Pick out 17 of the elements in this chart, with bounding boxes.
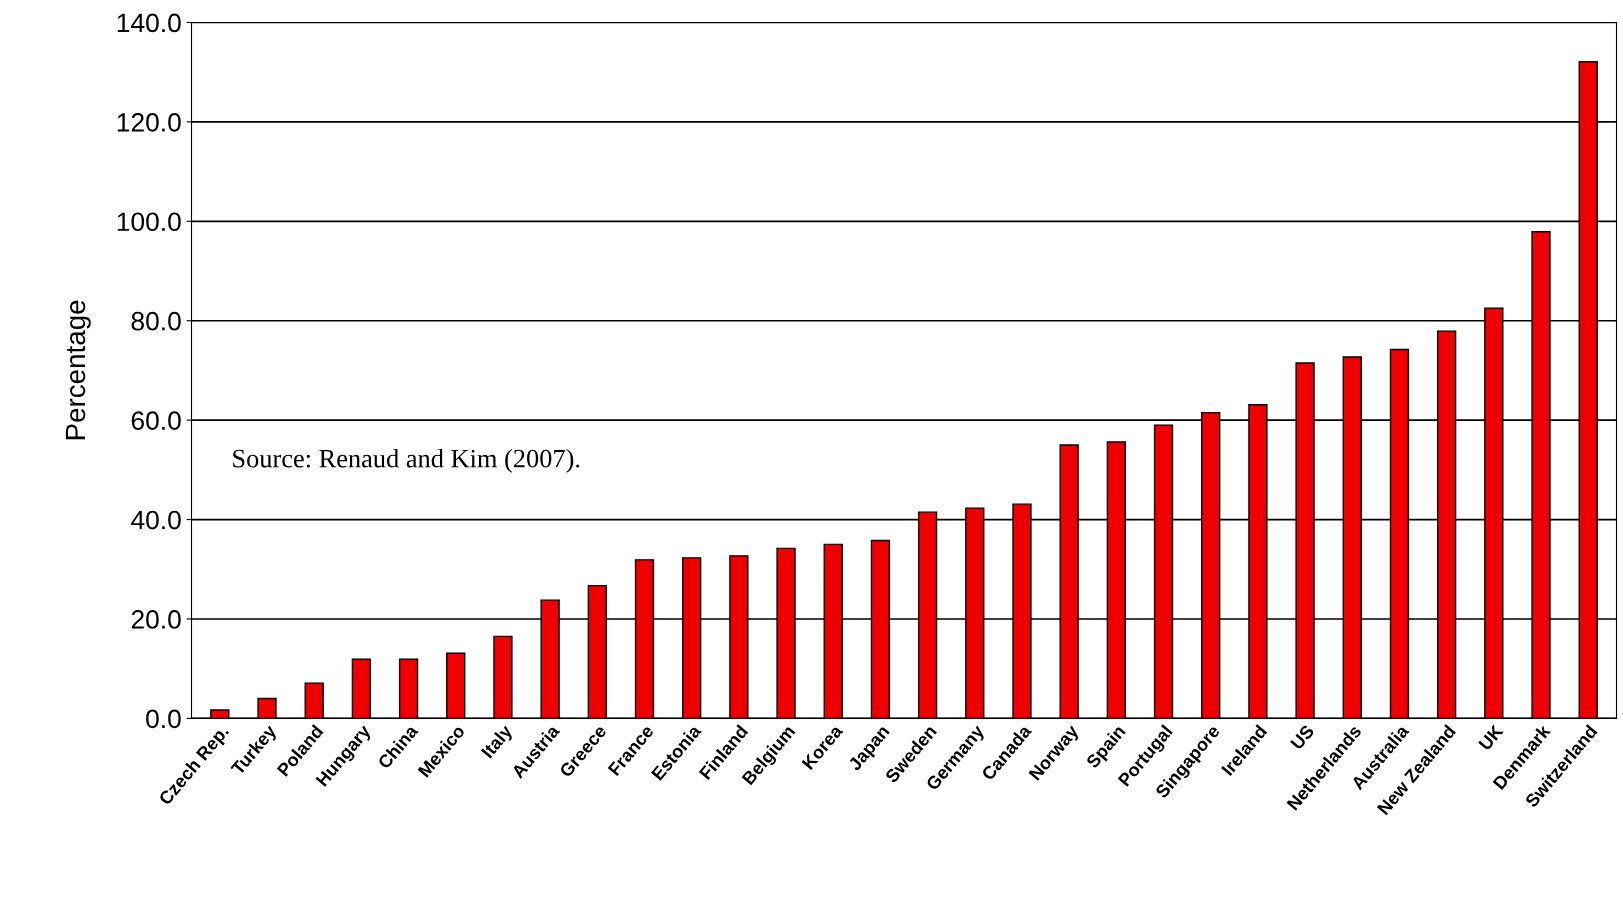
bar [257, 697, 277, 719]
y-axis-title: Percentage [65, 300, 91, 440]
y-tick-label: 0.0 [146, 709, 181, 729]
bar [210, 709, 230, 719]
y-tick-label: 100.0 [117, 212, 181, 232]
y-tick-label: 80.0 [131, 311, 181, 331]
bar [351, 658, 372, 719]
annotation: Source: Renaud and Kim (2007). [233, 448, 580, 473]
bar [493, 635, 513, 719]
y-tick-label: 40.0 [131, 510, 181, 530]
bar [446, 652, 466, 719]
y-tick-label: 120.0 [117, 113, 181, 132]
y-tick-label: 60.0 [131, 411, 181, 430]
bar [398, 658, 419, 719]
y-tick-label: 20.0 [131, 610, 181, 629]
bar [304, 682, 324, 719]
y-tick-label: 140.0 [117, 13, 181, 33]
